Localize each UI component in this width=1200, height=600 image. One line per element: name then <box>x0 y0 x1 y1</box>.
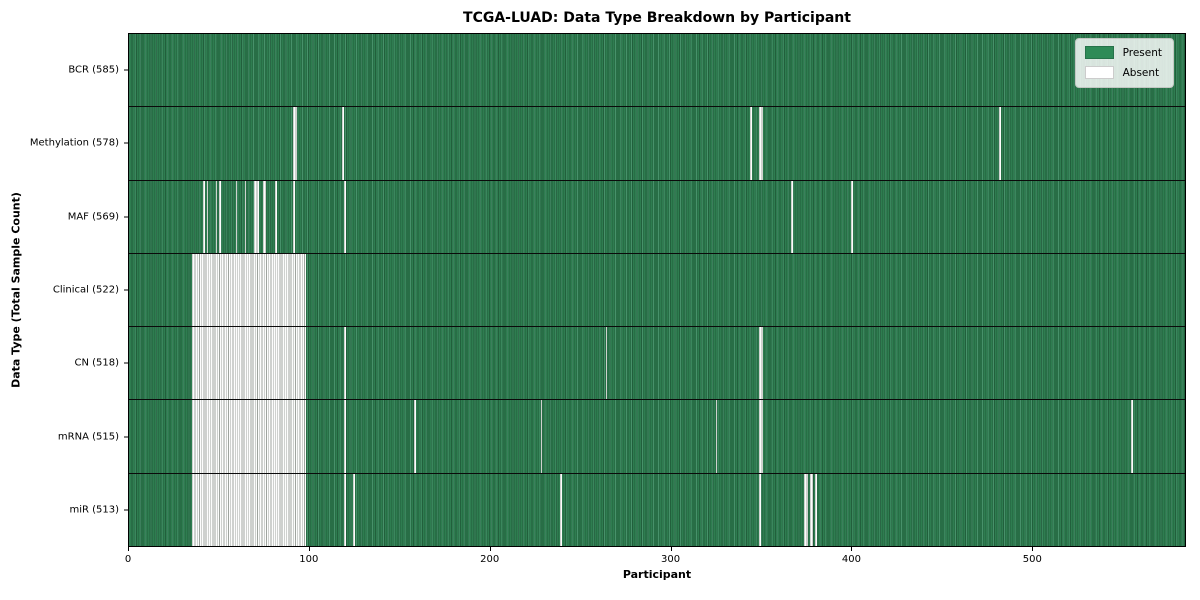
absent-stripe <box>293 180 296 253</box>
x-tick-mark <box>489 547 491 551</box>
y-tick-label: CN (518) <box>74 357 119 369</box>
absent-stripe <box>749 107 752 180</box>
absent-stripe <box>192 253 306 327</box>
legend-item-present: Present <box>1084 46 1162 59</box>
legend-swatch-absent-icon <box>1084 66 1114 79</box>
absent-stripe <box>758 400 763 473</box>
y-tick-mark <box>124 436 128 438</box>
x-tick-mark <box>128 547 129 551</box>
absent-stripe <box>192 327 306 400</box>
absent-stripe <box>758 107 763 180</box>
heatmap-row-clinical <box>129 253 1185 328</box>
absent-stripe <box>215 180 218 253</box>
x-tick-mark <box>851 547 853 551</box>
heatmap-row-mrna <box>129 400 1185 474</box>
y-tick-mark <box>124 362 128 364</box>
absent-stripe <box>809 473 814 546</box>
legend-label: Present <box>1122 46 1162 59</box>
absent-stripe <box>1130 400 1133 473</box>
absent-stripe <box>804 473 808 546</box>
absent-stripe <box>343 180 346 253</box>
y-tick-label: mRNA (515) <box>57 431 119 443</box>
y-tick-mark <box>124 509 128 511</box>
absent-stripe <box>605 327 608 400</box>
y-tick-mark <box>124 216 128 218</box>
absent-stripe <box>262 180 267 253</box>
y-tick-label: miR (513) <box>69 504 119 516</box>
absent-stripe <box>244 180 247 253</box>
x-tick-label: 100 <box>299 554 319 565</box>
x-tick-label: 400 <box>841 554 861 565</box>
heatmap-row-maf <box>129 180 1185 254</box>
absent-stripe <box>715 400 718 473</box>
absent-stripe <box>540 400 543 473</box>
absent-stripe <box>758 473 761 546</box>
heatmap-row-bcr <box>129 34 1185 108</box>
x-tick-mark <box>1032 547 1034 551</box>
y-tick-label: MAF (569) <box>67 211 119 223</box>
heatmap-plot-area <box>128 33 1186 547</box>
x-tick-label: 0 <box>124 554 132 565</box>
absent-stripe <box>192 473 306 546</box>
absent-stripe <box>814 473 817 546</box>
absent-stripe <box>275 180 277 253</box>
absent-stripe <box>235 180 238 253</box>
legend-item-absent: Absent <box>1084 66 1162 79</box>
absent-stripe <box>791 180 794 253</box>
heatmap-row-mir <box>129 473 1185 546</box>
absent-stripe <box>293 107 297 180</box>
absent-stripe <box>560 473 563 546</box>
absent-stripe <box>758 327 763 400</box>
y-tick-mark <box>124 142 128 144</box>
legend-swatch-present-icon <box>1084 46 1114 59</box>
plot-wrapper: Present Absent BCR (585) Methylation (578)… <box>30 33 1186 565</box>
x-tick-label: 500 <box>1022 554 1042 565</box>
chart-title: TCGA-LUAD: Data Type Breakdown by Partic… <box>463 10 851 26</box>
legend: Present Absent <box>1074 38 1174 88</box>
absent-stripe <box>343 327 346 400</box>
y-tick-mark <box>124 289 128 291</box>
x-tick-label: 300 <box>661 554 681 565</box>
y-tick-label: Clinical (522) <box>52 284 119 296</box>
heatmap-row-cn <box>129 327 1185 401</box>
absent-stripe <box>999 107 1001 180</box>
absent-stripe <box>203 180 205 253</box>
y-tick-mark <box>124 69 128 71</box>
absent-stripe <box>206 180 209 253</box>
y-tick-label: Methylation (578) <box>29 137 119 149</box>
absent-stripe <box>343 400 346 473</box>
absent-stripe <box>342 107 344 180</box>
absent-stripe <box>352 473 355 546</box>
absent-stripe <box>253 180 259 253</box>
absent-stripe <box>219 180 222 253</box>
absent-stripe <box>414 400 416 473</box>
x-tick-mark <box>308 547 310 551</box>
y-tick-label: BCR (585) <box>68 64 119 76</box>
absent-stripe <box>343 473 346 546</box>
absent-stripe <box>851 180 853 253</box>
legend-label: Absent <box>1122 66 1160 79</box>
absent-stripe <box>192 400 306 473</box>
x-tick-label: 200 <box>480 554 500 565</box>
x-tick-mark <box>670 547 672 551</box>
x-axis-label: Participant <box>622 568 692 581</box>
y-axis-label: Data Type (Total Sample Count) <box>9 192 23 388</box>
heatmap-row-methylation <box>129 107 1185 181</box>
